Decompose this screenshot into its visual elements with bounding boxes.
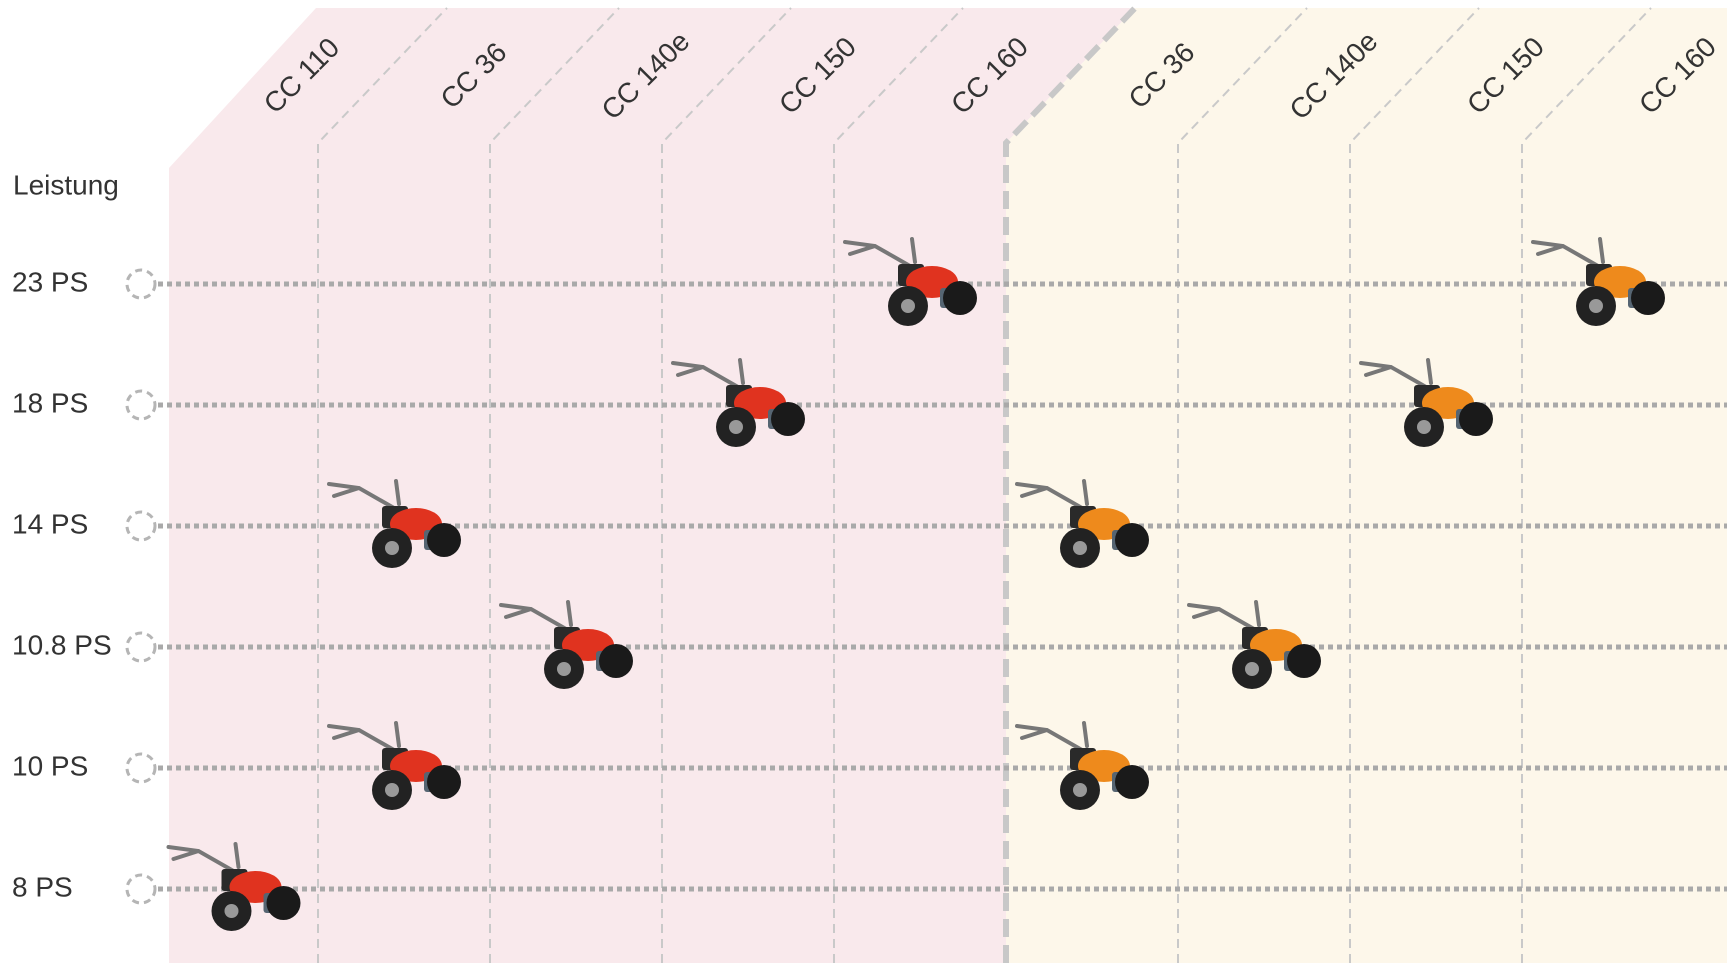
machine-hub bbox=[225, 904, 239, 918]
y-tick-label: 10 PS bbox=[12, 750, 88, 781]
y-tick-label: 14 PS bbox=[12, 508, 88, 539]
machine-wheel bbox=[1287, 644, 1321, 678]
machine-hub bbox=[1417, 420, 1431, 434]
page: Leistung CC 110CC 36CC 140eCC 150CC 160C… bbox=[0, 0, 1727, 963]
machine-hub bbox=[1073, 783, 1087, 797]
y-tick-label: 10.8 PS bbox=[12, 629, 112, 660]
y-tick-label: 23 PS bbox=[12, 266, 88, 297]
machine-hub bbox=[1073, 541, 1087, 555]
machine-wheel bbox=[943, 281, 977, 315]
machine-hub bbox=[385, 541, 399, 555]
machine-wheel bbox=[1631, 281, 1665, 315]
machine-wheel bbox=[1115, 523, 1149, 557]
machine-wheel bbox=[267, 886, 301, 920]
y-axis-label: Leistung bbox=[13, 169, 119, 200]
chart: Leistung CC 110CC 36CC 140eCC 150CC 160C… bbox=[0, 0, 1727, 963]
machine-wheel bbox=[1115, 765, 1149, 799]
machine-hub bbox=[1245, 662, 1259, 676]
y-tick-label: 8 PS bbox=[12, 871, 73, 902]
machine-wheel bbox=[771, 402, 805, 436]
machine-hub bbox=[901, 299, 915, 313]
tick-marker bbox=[127, 270, 155, 298]
tick-marker bbox=[127, 633, 155, 661]
group-background bbox=[169, 8, 1135, 963]
tick-marker bbox=[127, 391, 155, 419]
tick-marker bbox=[127, 512, 155, 540]
tick-marker bbox=[127, 754, 155, 782]
machine-hub bbox=[385, 783, 399, 797]
machine-wheel bbox=[427, 523, 461, 557]
machine-hub bbox=[729, 420, 743, 434]
machine-hub bbox=[557, 662, 571, 676]
machine-wheel bbox=[1459, 402, 1493, 436]
y-tick-label: 18 PS bbox=[12, 387, 88, 418]
machine-hub bbox=[1589, 299, 1603, 313]
group-background bbox=[1006, 8, 1727, 963]
machine-wheel bbox=[427, 765, 461, 799]
machine-wheel bbox=[599, 644, 633, 678]
tick-marker bbox=[127, 875, 155, 903]
